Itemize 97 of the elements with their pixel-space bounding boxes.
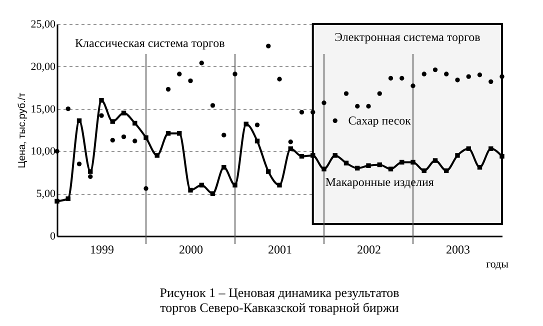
- point: [222, 164, 226, 170]
- point: [222, 132, 226, 138]
- point: [288, 140, 293, 144]
- point: [432, 67, 438, 72]
- point: [377, 162, 382, 168]
- point: [132, 120, 138, 126]
- y-tick-label: 5,00: [36, 188, 56, 200]
- point: [355, 166, 360, 171]
- point: [488, 146, 494, 151]
- point: [344, 160, 349, 166]
- point: [377, 91, 382, 96]
- point: [310, 110, 316, 115]
- text: Рисунок 1 – Ценовая динамика результатов торгов Северо-Кавказской товарной биржи: [160, 285, 400, 315]
- point: [177, 131, 182, 136]
- point: [266, 44, 271, 48]
- point: [455, 78, 460, 82]
- point: [277, 182, 282, 188]
- point: [400, 76, 404, 81]
- point: [432, 158, 438, 163]
- point: [232, 182, 238, 188]
- y-tick-label: 25,00: [30, 18, 56, 30]
- band-label: Электронная система торгов: [334, 30, 481, 44]
- point: [422, 72, 426, 76]
- point: [410, 84, 416, 88]
- point: [277, 76, 282, 82]
- point: [188, 188, 193, 193]
- point: [66, 196, 70, 202]
- point: [488, 79, 494, 84]
- point: [455, 153, 460, 158]
- x-axis-title: годы: [486, 258, 510, 270]
- point: [110, 138, 115, 143]
- point: [332, 153, 338, 158]
- point: [332, 118, 338, 124]
- point: [500, 154, 504, 159]
- point: [388, 76, 394, 81]
- annotation: Классическая система торгов: [75, 36, 226, 50]
- point: [144, 135, 148, 140]
- x-tick-label: 2002: [357, 242, 381, 256]
- point: [76, 162, 82, 166]
- point: [99, 98, 104, 103]
- point: [477, 72, 482, 78]
- point: [477, 164, 482, 170]
- point: [210, 191, 216, 196]
- point: [54, 198, 60, 204]
- point: [188, 78, 193, 84]
- point: [388, 166, 394, 172]
- point: [444, 168, 449, 174]
- y-tick-label: 10,00: [30, 146, 56, 158]
- point: [199, 182, 204, 188]
- point: [299, 110, 304, 115]
- point: [366, 104, 371, 109]
- point: [210, 103, 216, 108]
- point: [322, 166, 326, 172]
- point: [76, 118, 82, 124]
- point: [154, 153, 160, 158]
- point: [500, 74, 504, 79]
- point: [232, 72, 238, 76]
- point: [132, 138, 138, 144]
- point: [54, 148, 60, 154]
- point: [121, 134, 126, 140]
- y-tick-label: 20,00: [30, 60, 56, 73]
- point: [400, 160, 404, 165]
- point: [266, 169, 271, 174]
- point: [110, 119, 115, 124]
- point: [444, 72, 449, 76]
- series-label: Сахар песок: [348, 114, 412, 128]
- point: [88, 174, 93, 179]
- point: [88, 169, 93, 174]
- point: [299, 154, 304, 159]
- y-tick-label: 0: [50, 230, 56, 242]
- point: [310, 153, 316, 158]
- x-tick-label: 2001: [268, 242, 292, 256]
- point: [254, 138, 260, 144]
- point: [66, 106, 70, 112]
- point: [366, 163, 371, 168]
- y-axis-title: Цена, тыс.руб./т: [16, 92, 28, 168]
- point: [177, 72, 182, 76]
- x-tick-label: 2003: [446, 242, 470, 256]
- point: [199, 60, 204, 66]
- point: [166, 131, 171, 136]
- point: [254, 122, 260, 128]
- point: [466, 74, 471, 79]
- point: [410, 160, 416, 165]
- point: [355, 104, 360, 109]
- point: [344, 91, 349, 96]
- point: [422, 168, 426, 174]
- point: [244, 122, 248, 126]
- point: [322, 100, 326, 106]
- point: [288, 146, 293, 151]
- point: [99, 113, 104, 118]
- y-tick-label: 15,00: [30, 103, 56, 116]
- x-tick-label: 2000: [179, 242, 203, 256]
- point: [121, 110, 126, 116]
- point: [166, 86, 171, 92]
- point: [466, 146, 471, 151]
- point: [144, 186, 148, 191]
- x-tick-label: 1999: [90, 242, 114, 256]
